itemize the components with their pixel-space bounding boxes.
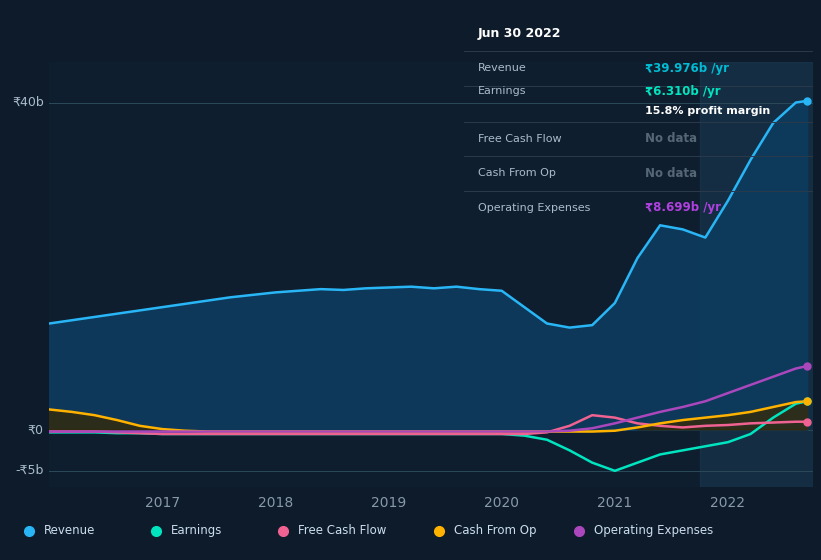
Text: 15.8% profit margin: 15.8% profit margin bbox=[645, 106, 771, 116]
Text: Earnings: Earnings bbox=[171, 524, 222, 538]
Text: -₹5b: -₹5b bbox=[16, 464, 44, 477]
Text: Cash From Op: Cash From Op bbox=[454, 524, 536, 538]
Text: ₹0: ₹0 bbox=[28, 423, 44, 436]
Text: Operating Expenses: Operating Expenses bbox=[478, 203, 590, 213]
Text: ₹8.699b /yr: ₹8.699b /yr bbox=[645, 202, 722, 214]
Text: Jun 30 2022: Jun 30 2022 bbox=[478, 27, 562, 40]
Text: No data: No data bbox=[645, 167, 697, 180]
Text: Operating Expenses: Operating Expenses bbox=[594, 524, 713, 538]
Text: ₹40b: ₹40b bbox=[11, 96, 44, 109]
Text: Revenue: Revenue bbox=[478, 63, 526, 73]
Text: Free Cash Flow: Free Cash Flow bbox=[298, 524, 387, 538]
Text: No data: No data bbox=[645, 132, 697, 145]
Text: ₹39.976b /yr: ₹39.976b /yr bbox=[645, 62, 729, 74]
Text: ₹6.310b /yr: ₹6.310b /yr bbox=[645, 85, 721, 98]
Text: Revenue: Revenue bbox=[44, 524, 95, 538]
Bar bbox=[699, 62, 813, 487]
Text: Free Cash Flow: Free Cash Flow bbox=[478, 134, 562, 143]
Text: Earnings: Earnings bbox=[478, 86, 526, 96]
Text: Cash From Op: Cash From Op bbox=[478, 168, 556, 178]
